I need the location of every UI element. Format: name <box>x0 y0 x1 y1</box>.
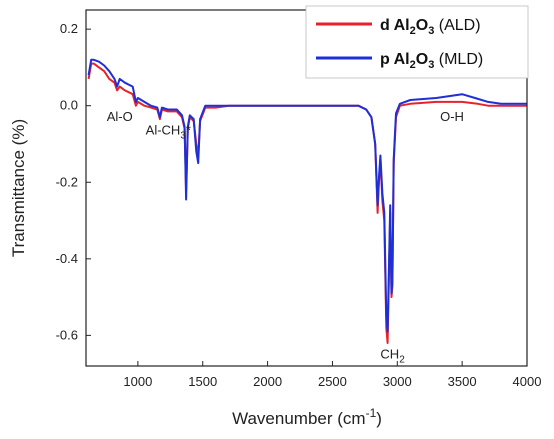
legend-box <box>305 5 529 79</box>
x-tick-label: 3000 <box>383 374 412 389</box>
y-tick-label: -0.4 <box>56 251 78 266</box>
peak-annotation: Al-CH3* <box>146 122 191 141</box>
legend-entry-mld: p Al2O3 (MLD) <box>380 51 483 71</box>
x-tick-label: 2500 <box>318 374 347 389</box>
x-tick-label: 3500 <box>448 374 477 389</box>
y-tick-label: -0.6 <box>56 327 78 342</box>
series-layer <box>87 58 527 344</box>
peak-annotation: CH2 <box>380 346 405 365</box>
y-tick-label: 0.0 <box>60 98 78 113</box>
legend: d Al2O3 (ALD) p Al2O3 (MLD) <box>305 5 529 79</box>
x-tick-label: 2000 <box>253 374 282 389</box>
legend-entry-ald: d Al2O3 (ALD) <box>380 17 481 37</box>
y-tick-label: -0.2 <box>56 174 78 189</box>
annotation-layer: Al-O Al-CH3* CH2 O-H <box>107 109 464 365</box>
x-tick-label: 1000 <box>123 374 152 389</box>
x-axis-title: Wavenumber (cm-1) <box>232 406 382 428</box>
y-tick-label: 0.2 <box>60 21 78 36</box>
x-tick-label: 4000 <box>513 374 542 389</box>
x-tick-label: 1500 <box>188 374 217 389</box>
series-line-1 <box>87 58 527 333</box>
axes-layer: 1000 1500 2000 2500 3000 3500 4000 0.2 0.0 -0.2 -0… <box>56 21 542 389</box>
y-axis-title: Transmittance (%) <box>9 119 28 257</box>
peak-annotation: Al-O <box>107 109 133 124</box>
peak-annotation: O-H <box>440 109 464 124</box>
